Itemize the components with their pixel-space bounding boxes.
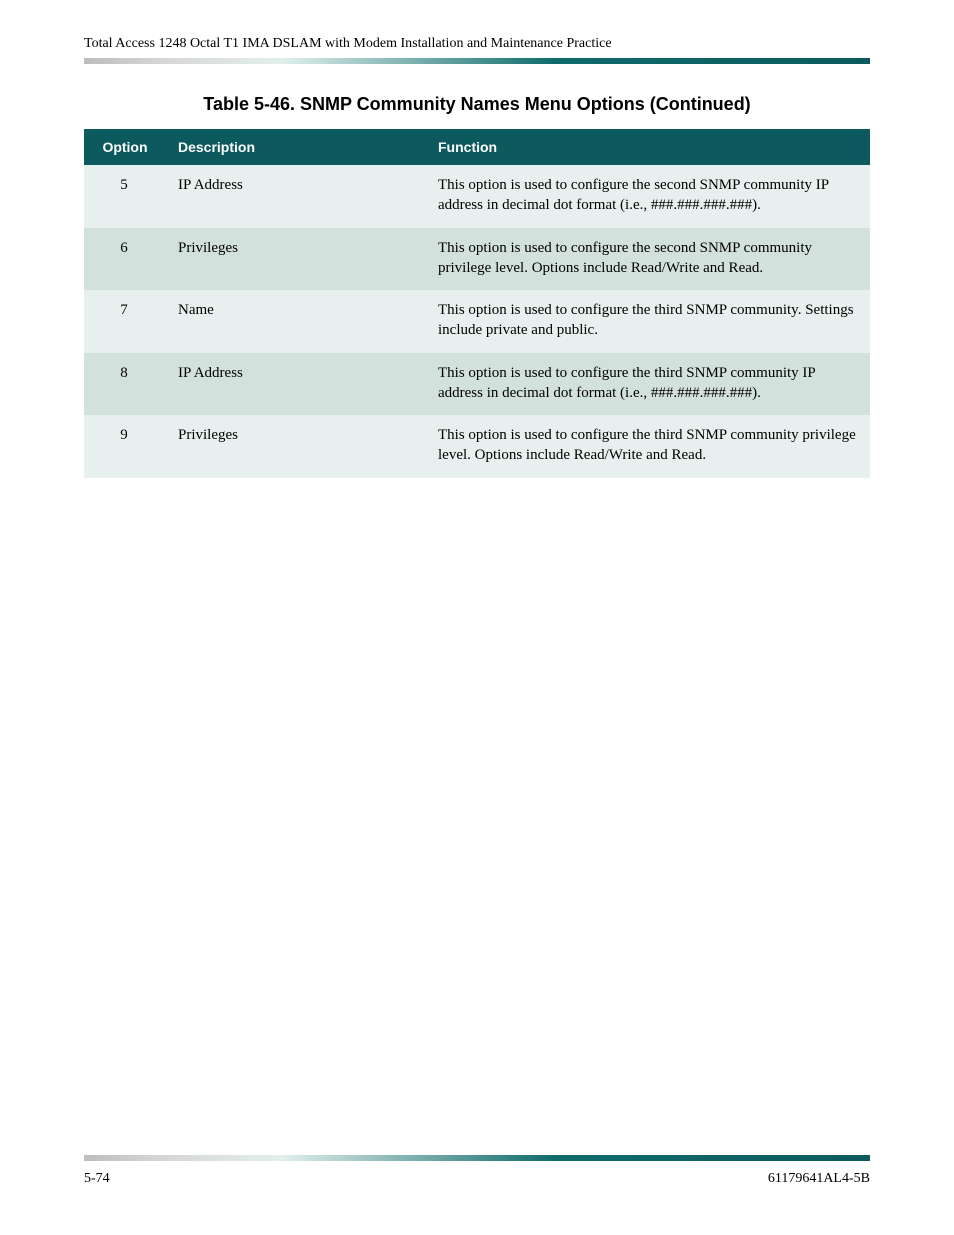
cell-function: This option is used to configure the thi… <box>424 290 870 353</box>
cell-option: 9 <box>84 415 164 478</box>
cell-description: Name <box>164 290 424 353</box>
document-code: 61179641AL4-5B <box>768 1171 870 1187</box>
cell-option: 7 <box>84 290 164 353</box>
cell-description: IP Address <box>164 165 424 228</box>
cell-description: IP Address <box>164 353 424 416</box>
table-row: 7 Name This option is used to configure … <box>84 290 870 353</box>
col-header-function: Function <box>424 129 870 165</box>
table-row: 5 IP Address This option is used to conf… <box>84 165 870 228</box>
header-rule <box>84 58 870 64</box>
cell-option: 5 <box>84 165 164 228</box>
page-number: 5-74 <box>84 1171 110 1187</box>
cell-option: 8 <box>84 353 164 416</box>
col-header-option: Option <box>84 129 164 165</box>
cell-function: This option is used to configure the thi… <box>424 415 870 478</box>
cell-function: This option is used to configure the thi… <box>424 353 870 416</box>
running-header: Total Access 1248 Octal T1 IMA DSLAM wit… <box>84 36 870 52</box>
document-page: Total Access 1248 Octal T1 IMA DSLAM wit… <box>0 0 954 1235</box>
table-header-row: Option Description Function <box>84 129 870 165</box>
footer-rule <box>84 1155 870 1161</box>
page-footer: 5-74 61179641AL4-5B <box>84 1155 870 1187</box>
table-row: 9 Privileges This option is used to conf… <box>84 415 870 478</box>
cell-description: Privileges <box>164 415 424 478</box>
col-header-description: Description <box>164 129 424 165</box>
snmp-options-table: Option Description Function 5 IP Address… <box>84 129 870 478</box>
cell-option: 6 <box>84 228 164 291</box>
table-row: 8 IP Address This option is used to conf… <box>84 353 870 416</box>
table-caption: Table 5-46. SNMP Community Names Menu Op… <box>84 94 870 115</box>
cell-description: Privileges <box>164 228 424 291</box>
cell-function: This option is used to configure the sec… <box>424 165 870 228</box>
table-row: 6 Privileges This option is used to conf… <box>84 228 870 291</box>
cell-function: This option is used to configure the sec… <box>424 228 870 291</box>
